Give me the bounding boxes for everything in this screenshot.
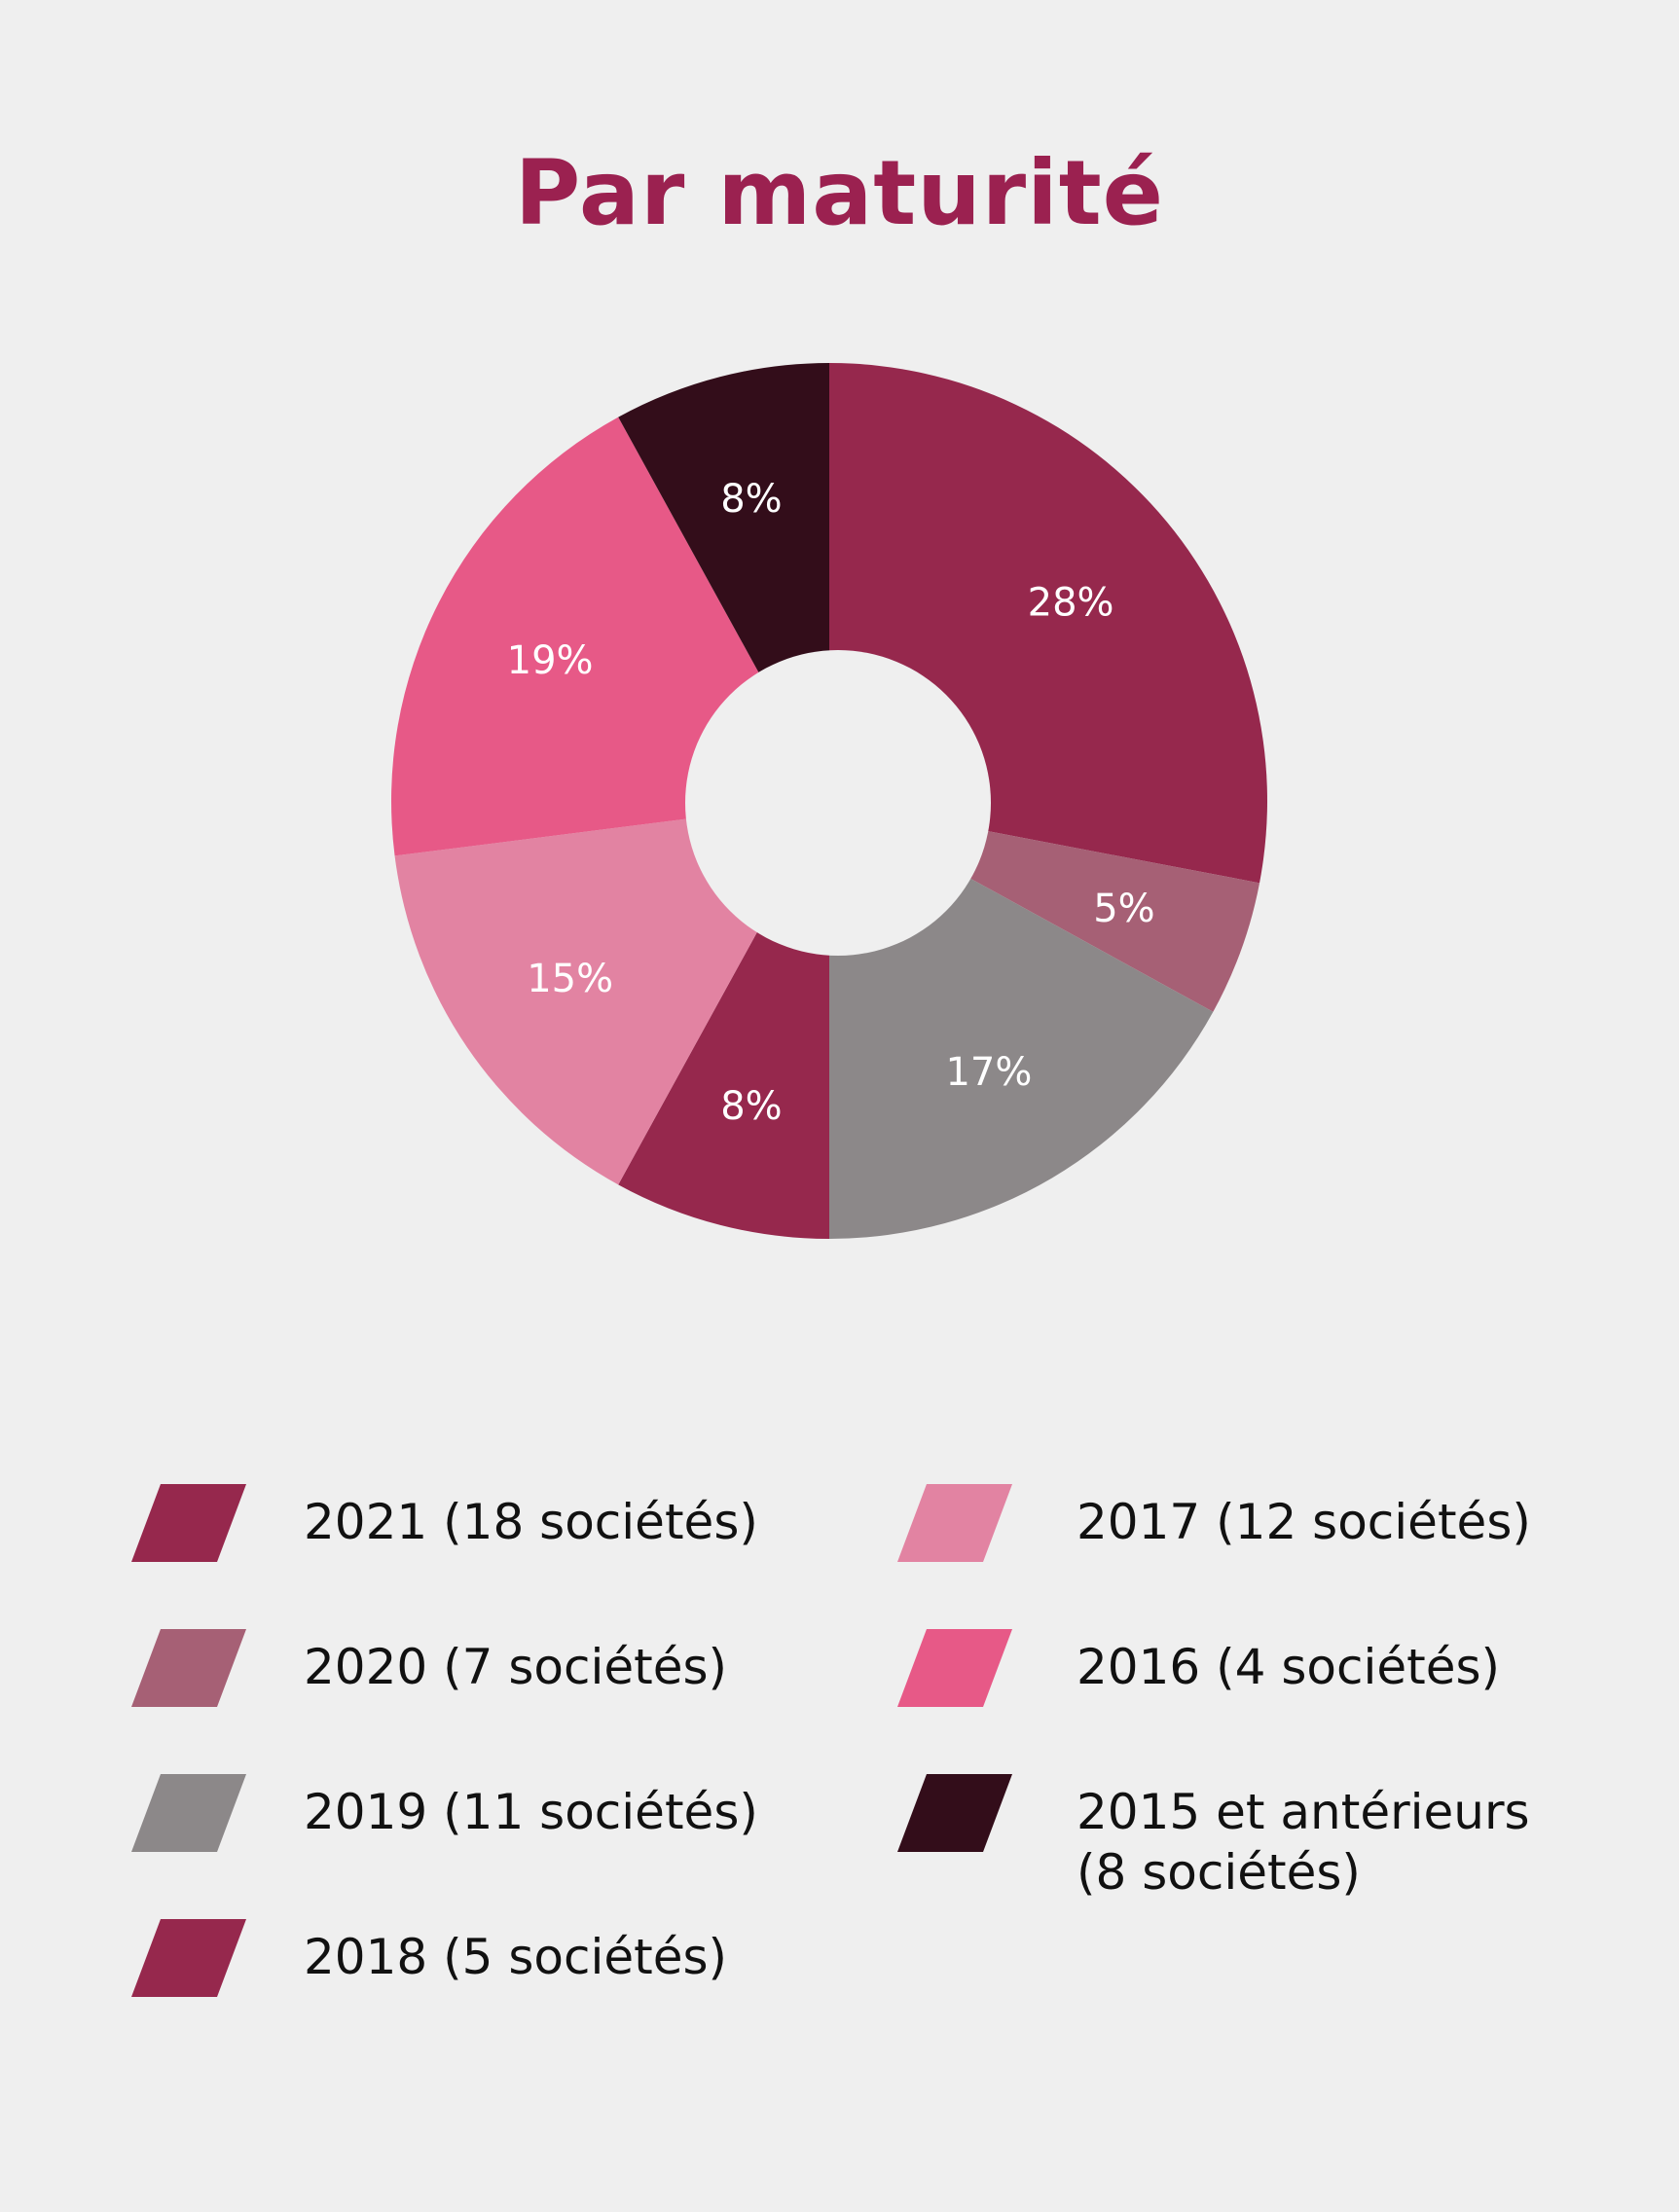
legend-label-6: 2015 et antérieurs (8 sociétés) xyxy=(1077,1784,1530,1901)
legend-label-2: 2019 (11 sociétés) xyxy=(304,1784,758,1840)
data-label-5: 19% xyxy=(507,638,594,683)
legend-swatch-4 xyxy=(897,1484,1012,1562)
data-label-6: 8% xyxy=(720,477,782,522)
data-label-2: 17% xyxy=(945,1050,1032,1095)
legend-label-5: 2016 (4 sociétés) xyxy=(1077,1639,1501,1695)
legend-label-3: 2018 (5 sociétés) xyxy=(304,1929,728,1985)
chart-title: Par maturité xyxy=(514,141,1165,245)
data-label-4: 15% xyxy=(527,957,613,1001)
legend-label-1: 2020 (7 sociétés) xyxy=(304,1639,728,1695)
data-label-0: 28% xyxy=(1028,581,1114,626)
legend-swatch-0 xyxy=(131,1484,246,1562)
legend-swatch-2 xyxy=(131,1774,246,1852)
legend-swatch-6 xyxy=(897,1774,1012,1852)
donut-chart: 28% 5% 17% 8% 15% 19% 8% xyxy=(390,363,1267,1239)
legend-swatch-1 xyxy=(131,1629,246,1707)
donut-hole xyxy=(685,650,991,956)
data-label-3: 8% xyxy=(720,1084,782,1129)
data-label-1: 5% xyxy=(1093,887,1154,931)
legend-swatch-5 xyxy=(897,1629,1012,1707)
legend-swatch-3 xyxy=(131,1919,246,1997)
legend-label-0: 2021 (18 sociétés) xyxy=(304,1494,758,1550)
legend-label-4: 2017 (12 sociétés) xyxy=(1077,1494,1531,1550)
